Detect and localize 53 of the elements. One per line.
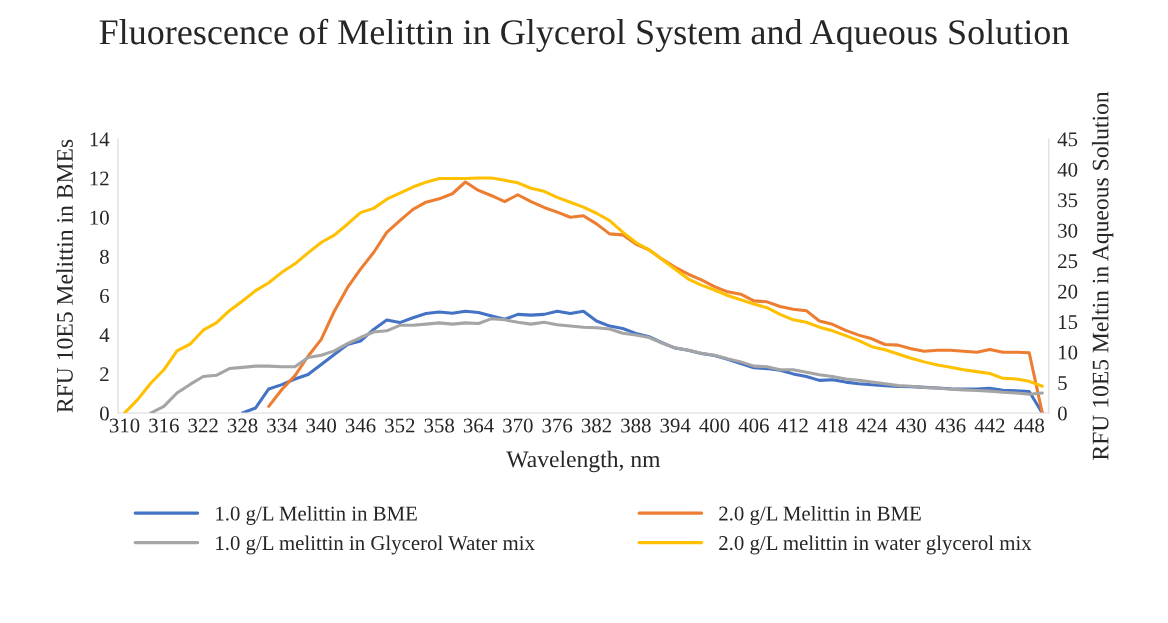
- x-tick-label: 412: [777, 418, 808, 433]
- x-tick-label: 430: [895, 418, 927, 433]
- x-tick-label: 394: [660, 418, 691, 433]
- y2-tick-label: 20: [1058, 284, 1078, 299]
- y2-tick-label: 0: [1057, 406, 1067, 421]
- line-series: [267, 180, 1044, 414]
- chart-title: Fluorescence of Melittin in Glycerol System and Aqueous Solution: [99, 18, 1069, 52]
- x-tick-label: 424: [856, 418, 888, 433]
- x-tick-label: 340: [306, 418, 337, 433]
- x-tick-label: 376: [542, 418, 573, 433]
- y-tick-label: 6: [100, 289, 110, 303]
- x-axis-title: Wavelength, nm: [506, 450, 661, 473]
- legend-label: 2.0 g/L Melittin in BME: [719, 505, 921, 525]
- y-axis-title: RFU 10E5 Melittin in BMEs: [56, 139, 73, 413]
- y2-tick-label: 10: [1059, 345, 1078, 360]
- x-tick-label: 358: [424, 418, 455, 433]
- x-tick-label: 388: [621, 418, 651, 433]
- legend-label: 1.0 g/L Melittin in BME: [216, 505, 417, 525]
- x-tick-label: 328: [227, 418, 258, 433]
- y-tick-label: 0: [100, 406, 109, 421]
- y2-tick-label: 30: [1058, 223, 1078, 238]
- x-tick-label: 448: [1013, 418, 1045, 433]
- y-tick-label: 10: [90, 210, 109, 225]
- x-tick-label: 382: [581, 418, 611, 433]
- y-tick-label: 8: [100, 249, 109, 264]
- x-tick-label: 352: [385, 418, 415, 433]
- x-tick-label: 364: [463, 418, 494, 433]
- x-tick-label: 346: [345, 418, 376, 433]
- line-series: [122, 176, 1044, 414]
- y2-tick-label: 25: [1058, 254, 1078, 269]
- x-tick-label: 418: [817, 418, 848, 433]
- y-tick-label: 12: [90, 171, 109, 186]
- x-tick-label: 334: [267, 418, 298, 433]
- legend-label: 1.0 g/L melittin in Glycerol Water mix: [216, 535, 535, 555]
- y2-axis-title: RFU 10E5 Meltin in Aqueous Solution: [1091, 91, 1114, 460]
- y2-tick-label: 15: [1059, 315, 1078, 330]
- x-tick-label: 436: [935, 418, 966, 433]
- x-tick-label: 406: [738, 418, 769, 433]
- y2-tick-label: 40: [1057, 162, 1078, 177]
- y-tick-label: 2: [100, 367, 109, 382]
- legend-label: 2.0 g/L melittin in water glycerol mix: [719, 535, 1032, 555]
- y-tick-label: 4: [99, 328, 110, 342]
- x-tick-label: 442: [974, 418, 1005, 433]
- y2-tick-label: 35: [1058, 193, 1078, 208]
- x-tick-label: 322: [188, 418, 218, 433]
- y2-tick-label: 45: [1057, 132, 1078, 147]
- line-series: [149, 317, 1044, 414]
- x-tick-label: 370: [503, 418, 533, 433]
- y2-tick-label: 5: [1058, 376, 1067, 391]
- y-tick-label: 14: [90, 132, 110, 147]
- x-tick-label: 400: [699, 418, 730, 433]
- x-tick-label: 310: [109, 418, 140, 433]
- x-tick-label: 316: [149, 418, 179, 433]
